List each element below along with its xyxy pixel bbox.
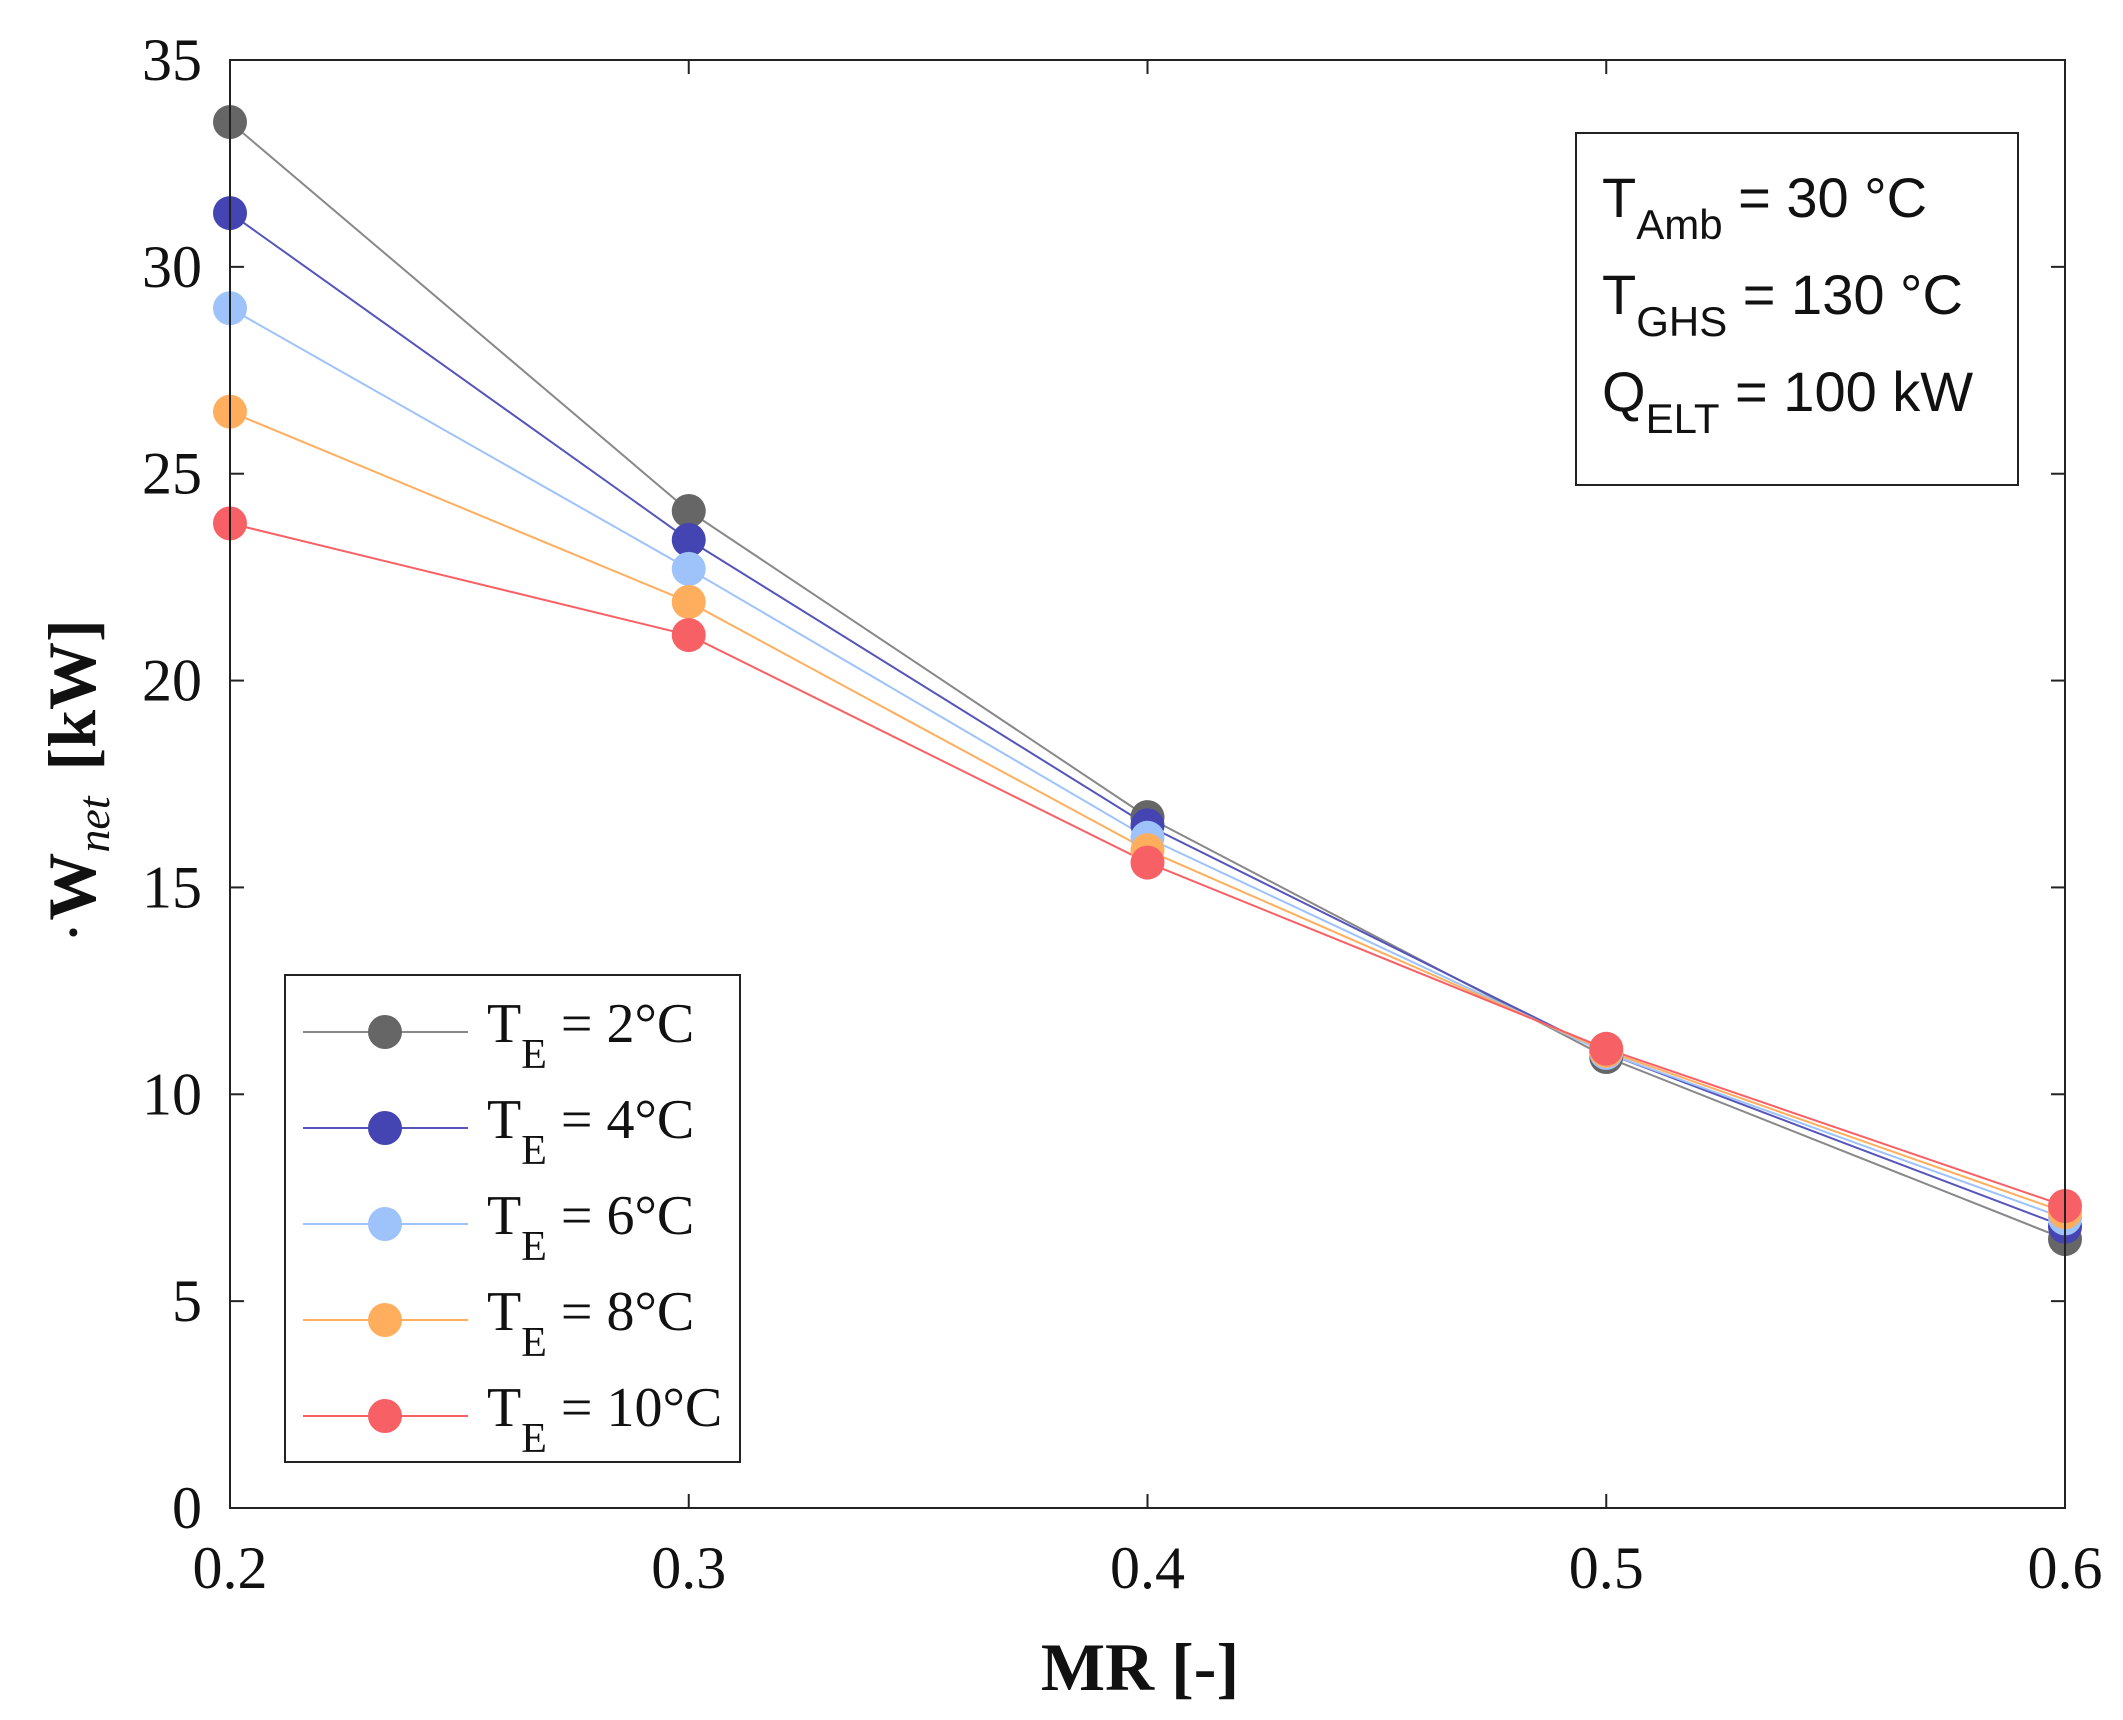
svg-text:Wnet[kW]: Wnet [kW] — [34, 619, 119, 920]
point-TE10 — [1589, 1031, 1624, 1066]
y-axis-label: Wnet [kW] — [34, 619, 119, 920]
point-TE6 — [671, 551, 706, 586]
annotation-frame — [1575, 132, 2019, 486]
legend-marker-TE4 — [368, 1111, 402, 1145]
y-tick-label: 25 — [142, 441, 202, 507]
y-tick-label: 10 — [142, 1061, 202, 1127]
annotation-box: TAmb = 30 °C TGHS = 130 °C QELT = 100 kW — [1575, 132, 2019, 486]
annotation-line: TGHS = 130 °C — [1602, 263, 1963, 345]
point-TE10 — [671, 618, 706, 653]
legend-label-TE6: TE = 6°C — [487, 1185, 694, 1270]
x-tick-label: 0.6 — [2028, 1535, 2103, 1601]
x-axis-ticks: 0.2 0.3 0.4 0.5 0.6 — [193, 60, 2103, 1601]
x-tick-label: 0.3 — [651, 1535, 726, 1601]
series-markers — [213, 105, 2082, 1257]
y-tick-label: 35 — [142, 27, 202, 93]
y-tick-label: 15 — [142, 854, 202, 920]
legend-marker-TE6 — [368, 1207, 402, 1241]
y-tick-label: 5 — [172, 1268, 202, 1334]
x-tick-label: 0.5 — [1569, 1535, 1644, 1601]
y-tick-label: 30 — [142, 234, 202, 300]
legend-label-TE2: TE = 2°C — [487, 993, 694, 1078]
point-TE8 — [671, 584, 706, 619]
point-TE4 — [671, 522, 706, 557]
y-axis-label-subscript: net — [68, 795, 119, 852]
x-tick-label: 0.2 — [193, 1535, 268, 1601]
x-tick-label: 0.4 — [1110, 1535, 1185, 1601]
annotation-line: QELT = 100 kW — [1602, 360, 1973, 442]
legend: TE = 2°C TE = 4°C TE = 6°C TE = 8°C TE = 10°… — [284, 974, 741, 1463]
y-tick-label: 20 — [142, 648, 202, 714]
legend-label-TE4: TE = 4°C — [487, 1089, 694, 1174]
x-axis-label: MR [-] — [1041, 1629, 1239, 1705]
point-TE2 — [671, 493, 706, 528]
y-axis-ticks: 0 5 10 15 20 25 30 35 — [142, 27, 2065, 1541]
legend-label-TE8: TE = 8°C — [487, 1281, 694, 1366]
y-axis-label-dot: · — [62, 894, 85, 970]
y-axis-label-unit: [kW] — [34, 619, 110, 770]
legend-box — [284, 974, 741, 1463]
point-TE10 — [1130, 845, 1165, 880]
legend-marker-TE2 — [368, 1015, 402, 1049]
annotation-line: TAmb = 30 °C — [1602, 166, 1927, 248]
y-axis-label-symbol: W — [34, 853, 110, 921]
legend-marker-TE10 — [368, 1399, 402, 1433]
legend-label-TE10: TE = 10°C — [487, 1377, 722, 1462]
legend-marker-TE8 — [368, 1303, 402, 1337]
y-tick-label: 0 — [172, 1475, 202, 1541]
